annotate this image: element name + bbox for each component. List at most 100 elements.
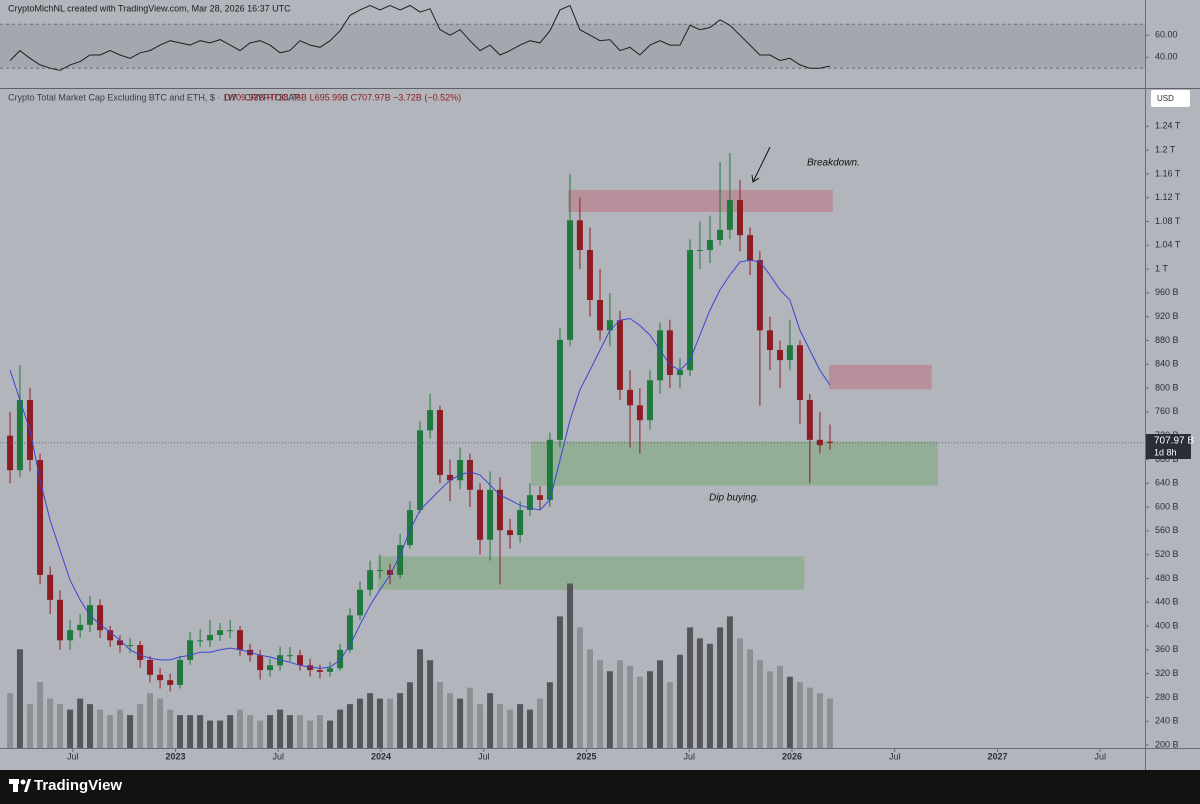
candle-body — [367, 570, 374, 590]
volume-bar — [606, 671, 613, 748]
y-tick-label: 480 B — [1155, 573, 1179, 583]
axes: 200 B 240 B 280 B 320 B 360 B 400 B 440 B 480 B… — [67, 30, 1181, 762]
volume-bar — [646, 671, 653, 748]
candle-body — [646, 380, 653, 421]
volume-bar — [826, 698, 833, 748]
volume-bar — [346, 704, 353, 748]
volume-bar — [107, 715, 114, 748]
candle-body — [47, 574, 54, 600]
volume-bar — [777, 665, 784, 748]
y-tick-label: 960 B — [1155, 287, 1179, 297]
y-tick-label: 1.04 T — [1155, 240, 1181, 250]
currency-label[interactable]: USD — [1157, 94, 1174, 103]
y-tick-label: 640 B — [1155, 478, 1179, 488]
volume-bar — [147, 693, 154, 748]
currency-button[interactable] — [1151, 90, 1190, 107]
volume-bar — [227, 715, 234, 748]
y-tick-label: 280 B — [1155, 692, 1179, 702]
candle-body — [487, 489, 494, 540]
candle-body — [97, 605, 104, 631]
volume-bar — [327, 720, 334, 748]
volume-bar — [546, 682, 553, 748]
volume-bar — [487, 693, 494, 748]
candle-body — [427, 410, 434, 431]
y-tick-label: 920 B — [1155, 311, 1179, 321]
candle-body — [586, 250, 593, 301]
candle-body — [436, 410, 443, 475]
candle-body — [387, 570, 394, 575]
y-tick-label: 520 B — [1155, 549, 1179, 559]
candle-body — [197, 640, 204, 642]
volume-bar — [696, 638, 703, 748]
candle-body — [257, 655, 264, 671]
y-tick-label: 400 B — [1155, 620, 1179, 630]
candle-body — [107, 630, 114, 641]
candle-body — [576, 220, 583, 251]
volume-bar — [766, 671, 773, 748]
candle-body — [676, 370, 683, 375]
y-tick-label: 800 B — [1155, 382, 1179, 392]
header-credit: CryptoMichNL created with TradingView.co… — [8, 3, 291, 13]
candle-body — [616, 320, 623, 390]
volume-bar — [127, 715, 134, 748]
candle-body — [417, 430, 424, 511]
volume-bar — [197, 715, 204, 748]
footer-logo[interactable]: TradingView — [34, 777, 122, 794]
volume-bar — [427, 660, 434, 748]
volume-bar — [736, 638, 743, 748]
candle-body — [397, 545, 404, 575]
volume-bar — [726, 616, 733, 748]
y-tick-label: 200 B — [1155, 739, 1179, 749]
y-tick-label: 1 T — [1155, 263, 1168, 273]
volume-bar — [167, 709, 174, 748]
volume-bar — [267, 715, 274, 748]
volume-bar — [657, 660, 664, 748]
candle-body — [507, 530, 514, 536]
volume-bar — [576, 627, 583, 748]
candle-body — [466, 460, 473, 490]
candle-body — [286, 655, 293, 657]
candle-body — [526, 495, 533, 511]
volume-bar — [87, 704, 94, 748]
x-tick-label: 2024 — [371, 751, 391, 761]
footer — [0, 770, 1200, 804]
volume-bar — [687, 627, 694, 748]
candle-body — [406, 510, 413, 546]
volume-bar — [477, 704, 484, 748]
volume-bar — [137, 704, 144, 748]
candle-body — [177, 659, 184, 685]
y-tick-label: 440 B — [1155, 597, 1179, 607]
candle-body — [147, 659, 154, 675]
x-tick-label: Jul — [272, 751, 284, 761]
volume-bar — [307, 720, 314, 748]
moving-average — [9, 259, 831, 669]
volume-bar — [187, 715, 194, 748]
volume-bar — [157, 698, 164, 748]
last-price-box — [1146, 434, 1191, 459]
volume-bar — [466, 687, 473, 748]
candle-body — [117, 640, 124, 646]
volume-bar — [27, 704, 34, 748]
main-pane — [0, 153, 1145, 748]
candle-body — [517, 510, 524, 536]
annotation-dip-buying: Dip buying. — [709, 493, 759, 504]
volume-bar — [676, 654, 683, 748]
volume-bar — [337, 709, 344, 748]
background — [0, 0, 1200, 770]
y-tick-label: 1.12 T — [1155, 192, 1181, 202]
candle-body — [696, 250, 703, 252]
volume-bar — [57, 704, 64, 748]
volume-bar — [496, 704, 503, 748]
ohlc-values: O709.93B H738.76B L695.99B C707.97B −3.7… — [224, 92, 461, 102]
volume-bar — [567, 583, 574, 748]
y-tick-label: 240 B — [1155, 716, 1179, 726]
volume-bar — [397, 693, 404, 748]
candle-body — [816, 439, 823, 446]
volume-bar — [747, 649, 754, 748]
volume-bar — [706, 643, 713, 748]
volume-bar — [376, 698, 383, 748]
candle-body — [57, 599, 64, 641]
volume-bar — [297, 715, 304, 748]
volume-bar — [406, 682, 413, 748]
